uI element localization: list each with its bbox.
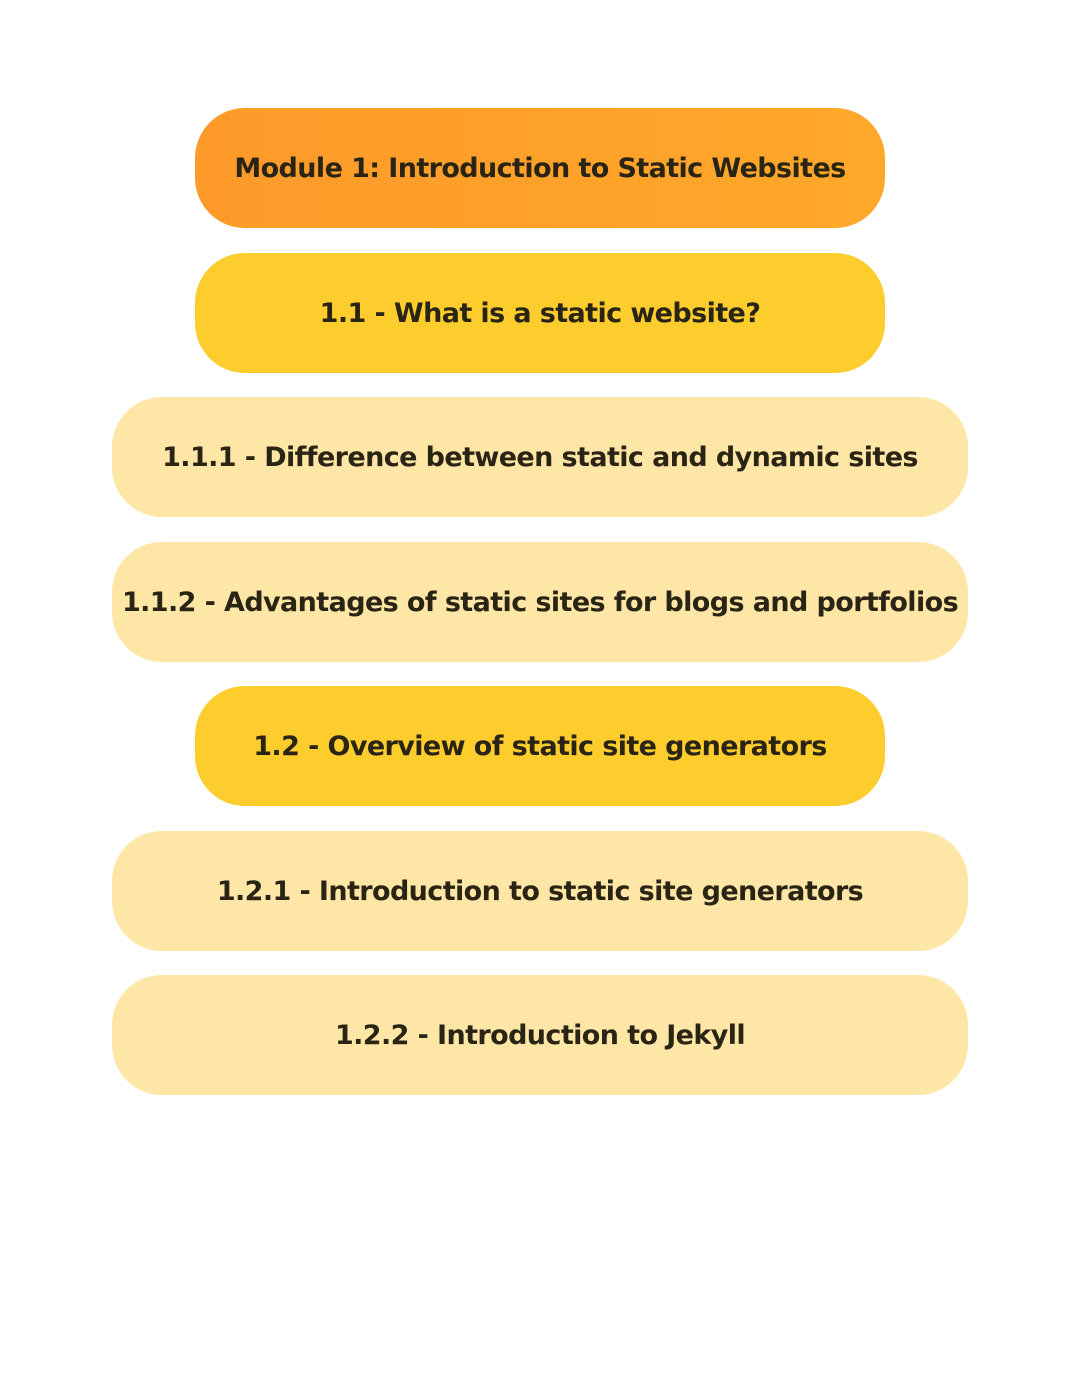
subtopic-1-1-2-label: 1.1.2 - Advantages of static sites for b… (122, 587, 958, 618)
topic-1-1-label: 1.1 - What is a static website? (320, 298, 761, 329)
subtopic-1-2-1-label: 1.2.1 - Introduction to static site gene… (217, 876, 863, 907)
subtopic-1-2-2-box: 1.2.2 - Introduction to Jekyll (112, 975, 968, 1095)
module-1-box: Module 1: Introduction to Static Website… (195, 108, 885, 228)
subtopic-1-1-1-label: 1.1.1 - Difference between static and dy… (162, 442, 918, 473)
subtopic-1-2-2-label: 1.2.2 - Introduction to Jekyll (335, 1020, 745, 1051)
subtopic-1-1-1-box: 1.1.1 - Difference between static and dy… (112, 397, 968, 517)
topic-1-1-box: 1.1 - What is a static website? (195, 253, 885, 373)
topic-1-2-label: 1.2 - Overview of static site generators (253, 731, 826, 762)
subtopic-1-2-1-box: 1.2.1 - Introduction to static site gene… (112, 831, 968, 951)
module-1-label: Module 1: Introduction to Static Website… (234, 153, 845, 184)
topic-1-2-box: 1.2 - Overview of static site generators (195, 686, 885, 806)
subtopic-1-1-2-box: 1.1.2 - Advantages of static sites for b… (112, 542, 968, 662)
